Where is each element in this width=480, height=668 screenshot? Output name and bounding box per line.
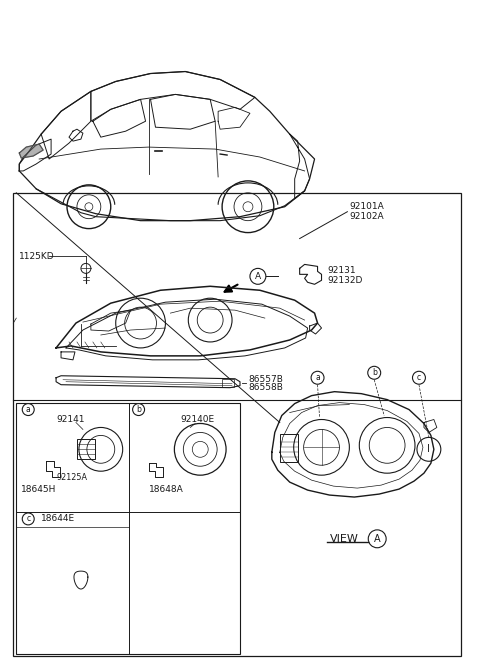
Text: 92141: 92141 bbox=[56, 415, 84, 424]
Bar bbox=[280, 434, 298, 462]
Circle shape bbox=[368, 530, 386, 548]
Text: b: b bbox=[372, 368, 377, 377]
Circle shape bbox=[412, 371, 425, 384]
Text: 86558B: 86558B bbox=[248, 383, 283, 392]
Bar bbox=[77, 440, 95, 460]
Text: 86557B: 86557B bbox=[248, 375, 283, 384]
Text: 92101A: 92101A bbox=[349, 202, 384, 211]
Text: 92102A: 92102A bbox=[349, 212, 384, 221]
Circle shape bbox=[132, 403, 144, 415]
Text: c: c bbox=[26, 514, 30, 524]
Text: 92125A: 92125A bbox=[56, 473, 87, 482]
Bar bbox=[222, 379, 234, 387]
Text: 18648A: 18648A bbox=[148, 484, 183, 494]
Bar bbox=[13, 193, 461, 656]
Text: I: I bbox=[428, 444, 431, 454]
Text: 1125KD: 1125KD bbox=[19, 252, 55, 261]
Text: VIEW: VIEW bbox=[329, 534, 359, 544]
Text: 92132D: 92132D bbox=[327, 276, 363, 285]
Circle shape bbox=[368, 366, 381, 379]
Text: 92140E: 92140E bbox=[180, 415, 215, 424]
Text: a: a bbox=[315, 373, 320, 382]
Bar bbox=[16, 403, 240, 654]
Circle shape bbox=[311, 371, 324, 384]
Circle shape bbox=[250, 269, 266, 285]
Text: c: c bbox=[417, 373, 421, 382]
Text: 92131: 92131 bbox=[327, 266, 356, 275]
Text: a: a bbox=[26, 405, 31, 414]
Text: b: b bbox=[136, 405, 141, 414]
Text: 18645H: 18645H bbox=[21, 484, 57, 494]
Polygon shape bbox=[19, 144, 43, 158]
Text: A: A bbox=[255, 272, 261, 281]
Circle shape bbox=[22, 403, 34, 415]
Text: A: A bbox=[374, 534, 381, 544]
Text: 18644E: 18644E bbox=[41, 514, 75, 524]
Circle shape bbox=[22, 513, 34, 525]
